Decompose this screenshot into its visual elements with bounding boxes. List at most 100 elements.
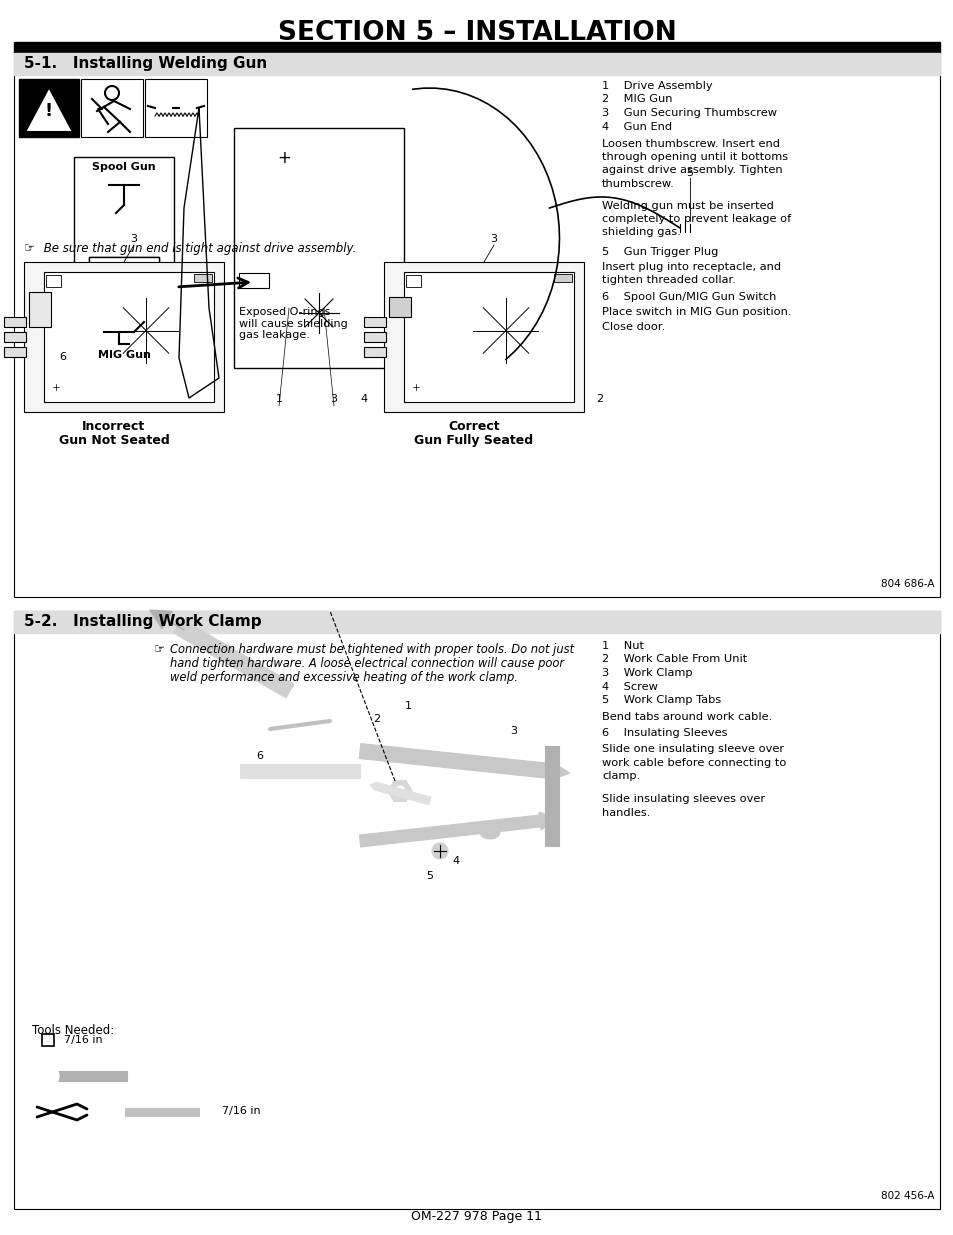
Text: MIG Gun: MIG Gun — [97, 350, 151, 359]
Bar — [233, 128, 403, 368]
Circle shape — [499, 325, 512, 336]
Text: 2    Work Cable From Unit: 2 Work Cable From Unit — [601, 655, 746, 664]
Text: Incorrect: Incorrect — [82, 420, 146, 433]
Text: 3: 3 — [490, 233, 497, 245]
Bar — [554, 274, 572, 282]
Text: 802 456-A: 802 456-A — [881, 1191, 934, 1200]
Text: 2: 2 — [596, 394, 602, 404]
Text: Gun Fully Seated: Gun Fully Seated — [414, 433, 533, 447]
Text: Exposed O-rings
will cause shielding
gas leakage.: Exposed O-rings will cause shielding gas… — [239, 308, 348, 340]
FancyArrow shape — [359, 743, 569, 781]
Text: 804 686-A: 804 686-A — [881, 579, 934, 589]
Bar — [42, 1034, 54, 1046]
Text: 1: 1 — [275, 394, 282, 404]
Text: hand tighten hardware. A loose electrical connection will cause poor: hand tighten hardware. A loose electrica… — [170, 657, 563, 671]
Text: ☞: ☞ — [24, 242, 35, 254]
Ellipse shape — [677, 221, 701, 235]
Text: weld performance and excessive heating of the work clamp.: weld performance and excessive heating o… — [170, 671, 517, 684]
Bar — [4, 332, 26, 342]
Ellipse shape — [326, 714, 337, 724]
Text: +: + — [276, 149, 291, 167]
Ellipse shape — [264, 726, 272, 732]
Circle shape — [57, 1107, 67, 1116]
Circle shape — [249, 153, 258, 163]
Bar — [403, 272, 574, 403]
Bar — [14, 42, 939, 53]
Text: 7/16 in: 7/16 in — [64, 1035, 103, 1045]
Text: Bend tabs around work cable.: Bend tabs around work cable. — [601, 713, 771, 722]
Text: 2: 2 — [373, 714, 379, 724]
Bar — [122, 1108, 202, 1116]
Text: 3: 3 — [330, 394, 337, 404]
Bar — [46, 275, 61, 287]
Ellipse shape — [154, 103, 172, 114]
Circle shape — [301, 149, 316, 165]
Text: Correct: Correct — [448, 420, 499, 433]
Bar — [4, 347, 26, 357]
Ellipse shape — [179, 103, 196, 114]
Text: 1: 1 — [405, 701, 412, 711]
Circle shape — [51, 382, 61, 391]
Circle shape — [289, 283, 349, 343]
Bar — [24, 262, 224, 412]
Text: 4: 4 — [360, 394, 367, 404]
Text: SECTION 5 – INSTALLATION: SECTION 5 – INSTALLATION — [277, 20, 676, 46]
Bar — [364, 317, 386, 327]
Text: OM-227 978 Page 11: OM-227 978 Page 11 — [411, 1210, 542, 1223]
Text: 6    Spool Gun/MIG Gun Switch: 6 Spool Gun/MIG Gun Switch — [601, 291, 776, 303]
Bar — [145, 79, 207, 137]
FancyArrow shape — [173, 619, 294, 698]
Circle shape — [249, 207, 258, 217]
Ellipse shape — [479, 827, 499, 839]
Bar — [406, 275, 420, 287]
Text: 3    Work Clamp: 3 Work Clamp — [601, 668, 692, 678]
Bar — [14, 611, 939, 1209]
Text: ☞: ☞ — [153, 643, 165, 656]
Text: 1    Nut: 1 Nut — [601, 641, 643, 651]
Text: 5: 5 — [426, 871, 433, 881]
Bar — [384, 262, 583, 412]
Ellipse shape — [432, 844, 448, 860]
Text: Connection hardware must be tightened with proper tools. Do not just: Connection hardware must be tightened wi… — [170, 643, 574, 656]
Bar — [239, 273, 269, 288]
FancyArrow shape — [370, 782, 431, 805]
FancyArrow shape — [150, 610, 184, 630]
Text: Slide insulating sleeves over
handles.: Slide insulating sleeves over handles. — [601, 794, 764, 818]
Text: Insert plug into receptacle, and
tighten threaded collar.: Insert plug into receptacle, and tighten… — [601, 262, 781, 285]
Text: Slide one insulating sleeve over
work cable before connecting to
clamp.: Slide one insulating sleeve over work ca… — [601, 745, 785, 781]
Bar — [44, 272, 213, 403]
Text: 5-2.   Installing Work Clamp: 5-2. Installing Work Clamp — [24, 614, 261, 629]
Bar — [14, 53, 939, 75]
Bar — [81, 79, 143, 137]
Text: 1    Drive Assembly: 1 Drive Assembly — [601, 82, 712, 91]
Text: Gun Not Seated: Gun Not Seated — [58, 433, 170, 447]
Text: 3    Gun Securing Thumbscrew: 3 Gun Securing Thumbscrew — [601, 107, 776, 119]
Bar — [389, 296, 411, 317]
Circle shape — [35, 1065, 59, 1088]
Text: Tools Needed:: Tools Needed: — [32, 1024, 114, 1037]
Bar — [112, 1104, 124, 1120]
Bar — [4, 317, 26, 327]
Text: 6: 6 — [59, 352, 66, 362]
Text: 4    Screw: 4 Screw — [601, 682, 658, 692]
Text: 7/16 in: 7/16 in — [222, 1107, 260, 1116]
Text: 5: 5 — [686, 168, 693, 178]
Text: !: ! — [45, 103, 53, 120]
Text: 2    MIG Gun: 2 MIG Gun — [601, 95, 672, 105]
Bar — [193, 274, 212, 282]
Circle shape — [249, 189, 258, 199]
Text: 4    Gun End: 4 Gun End — [601, 121, 672, 131]
Text: 6: 6 — [256, 751, 263, 761]
Text: 5    Work Clamp Tabs: 5 Work Clamp Tabs — [601, 695, 720, 705]
Bar — [29, 291, 51, 327]
Bar — [14, 611, 939, 634]
Bar — [47, 1071, 127, 1081]
Circle shape — [249, 170, 258, 182]
Bar — [14, 53, 939, 597]
Circle shape — [42, 1071, 52, 1081]
Text: 5    Gun Trigger Plug: 5 Gun Trigger Plug — [601, 247, 718, 257]
Text: 5-1.   Installing Welding Gun: 5-1. Installing Welding Gun — [24, 56, 267, 70]
Circle shape — [460, 285, 551, 375]
Text: Close door.: Close door. — [601, 322, 664, 332]
Text: Welding gun must be inserted
completely to prevent leakage of
shielding gas.: Welding gun must be inserted completely … — [601, 201, 790, 237]
